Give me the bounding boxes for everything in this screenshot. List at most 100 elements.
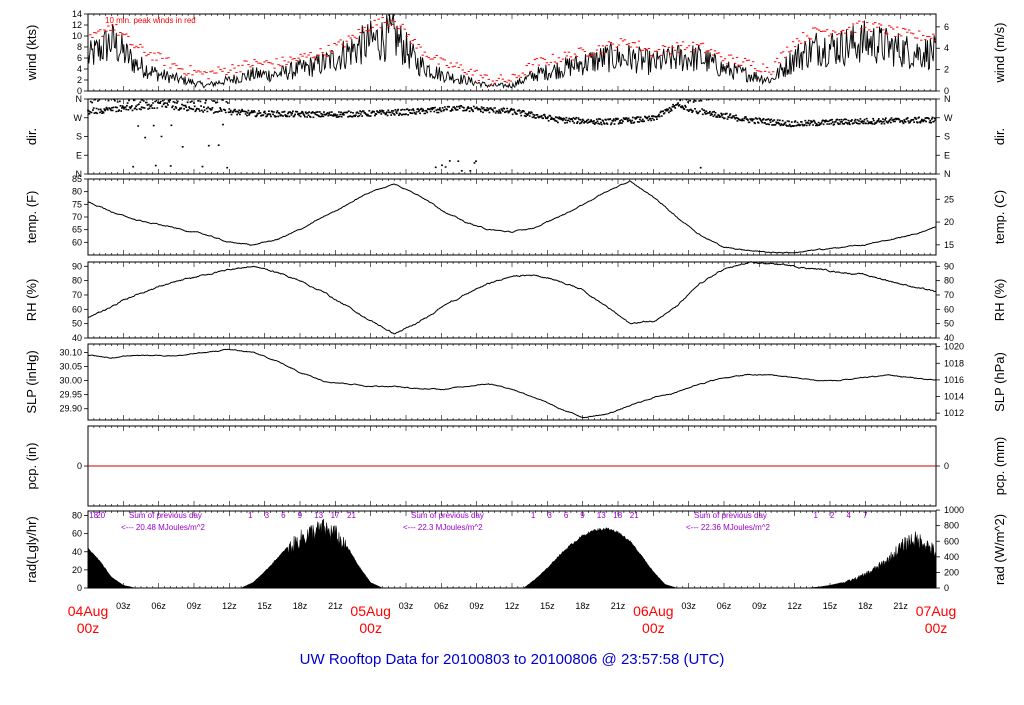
- rad-hour-mark: 3: [265, 511, 270, 520]
- date-time-label: 00z: [77, 620, 100, 636]
- y-tick-label: 0: [944, 461, 949, 471]
- y-tick-label: 50: [944, 319, 954, 329]
- rad-sum-label: Sum of previous day: [129, 511, 202, 520]
- date-label: 04Aug: [68, 603, 108, 619]
- y-tick-label: 30.05: [59, 362, 82, 372]
- time-tick-label: 15z: [823, 601, 838, 611]
- y-tick-label: 70: [72, 290, 82, 300]
- rad-sum-value: <--- 22.3 MJoules/m^2: [403, 523, 483, 532]
- rad-x-ticks: [87, 511, 937, 588]
- rad-hour-mark: 21: [630, 511, 639, 520]
- y-tick-label: 30.10: [59, 347, 82, 357]
- y-tick-label: 4: [77, 64, 82, 74]
- temp-ylabel-left: temp. (F): [24, 191, 39, 244]
- time-tick-label: 03z: [116, 601, 131, 611]
- time-tick-label: 03z: [399, 601, 414, 611]
- y-tick-label: W: [74, 113, 83, 123]
- wind-x-ticks: [87, 14, 937, 91]
- date-label: 06Aug: [633, 603, 673, 619]
- rad-hour-mark: 20: [96, 511, 105, 520]
- date-label: 05Aug: [350, 603, 390, 619]
- y-tick-label: 600: [944, 536, 959, 546]
- rad-area: [88, 518, 936, 588]
- time-tick-label: 21z: [893, 601, 908, 611]
- y-tick-label: N: [944, 169, 951, 179]
- y-tick-label: 800: [944, 521, 959, 531]
- y-tick-label: 25: [944, 194, 954, 204]
- time-tick-label: 12z: [222, 601, 237, 611]
- y-tick-label: 90: [944, 261, 954, 271]
- y-tick-label: 80: [72, 511, 82, 521]
- slp-y-ticks-left: 29.90 29.95 30.00 30.05 30.10: [59, 347, 88, 414]
- rad-hour-mark: 18: [89, 511, 98, 520]
- y-tick-label: 2: [944, 65, 949, 75]
- y-tick-label: 40: [72, 333, 82, 343]
- rad-frame: [87, 510, 937, 589]
- y-tick-label: 20: [72, 565, 82, 575]
- y-tick-label: 80: [72, 187, 82, 197]
- rad-y-ticks-left: 0 20 40 60 80: [72, 511, 88, 593]
- y-tick-label: 8: [77, 42, 82, 52]
- wind-peak-marks: [89, 17, 936, 86]
- y-tick-label: 29.90: [59, 404, 82, 414]
- rad-hour-mark: 2: [830, 511, 835, 520]
- rh-ylabel-left: RH (%): [24, 279, 39, 322]
- y-tick-label: 1012: [944, 408, 964, 418]
- time-tick-label: 21z: [611, 601, 626, 611]
- slp-line: [87, 348, 937, 419]
- y-tick-label: 12: [72, 20, 82, 30]
- rh-ylabel-right: RH (%): [992, 279, 1007, 322]
- wind-ylabel-left: wind (kts): [24, 25, 39, 82]
- dir-ylabel-right: dir.: [992, 128, 1007, 145]
- date-time-label: 00z: [925, 620, 948, 636]
- date-time-label: 00z: [642, 620, 665, 636]
- rad-hour-mark: 6: [281, 511, 286, 520]
- y-tick-label: 200: [944, 567, 959, 577]
- rh-frame: [87, 261, 937, 339]
- pcp-y-ticks-right: 0: [936, 461, 949, 471]
- time-tick-label: 06z: [717, 601, 732, 611]
- y-tick-label: 1014: [944, 392, 964, 402]
- temp-y-ticks-right: 15 20 25: [936, 194, 954, 250]
- y-tick-label: 60: [72, 529, 82, 539]
- date-label: 07Aug: [916, 603, 956, 619]
- time-tick-label: 12z: [787, 601, 802, 611]
- y-tick-label: E: [944, 150, 950, 160]
- chart-footer-title: UW Rooftop Data for 20100803 to 20100806…: [299, 651, 725, 668]
- rad-hour-mark: 1: [248, 511, 253, 520]
- dir-scatter: [87, 98, 937, 172]
- slp-ylabel-right: SLP (hPa): [992, 352, 1007, 412]
- wind-y-ticks-right: 0 2 4 6: [936, 22, 949, 96]
- dir-points: [87, 98, 937, 172]
- rad-hour-mark: 1: [531, 511, 536, 520]
- rad-sum-label: Sum of previous day: [694, 511, 767, 520]
- pcp-x-ticks: [87, 426, 937, 506]
- temp-ylabel-right: temp. (C): [992, 190, 1007, 244]
- y-tick-label: 2: [77, 75, 82, 85]
- y-tick-label: 1020: [944, 342, 964, 352]
- rad-hour-mark: 1: [814, 511, 819, 520]
- time-axis: 03z 06z 09z 12z 15z 18z 21z 03z 06z 09z 12z 15z 18z 2…: [68, 601, 956, 636]
- y-tick-label: 85: [72, 174, 82, 184]
- y-tick-label: N: [76, 94, 83, 104]
- rad-hour-mark: 6: [564, 511, 569, 520]
- y-tick-label: 50: [72, 319, 82, 329]
- y-tick-label: 80: [72, 276, 82, 286]
- slp-x-ticks: [87, 344, 937, 420]
- time-tick-label: 09z: [752, 601, 767, 611]
- y-tick-label: 14: [72, 9, 82, 19]
- y-tick-label: 400: [944, 552, 959, 562]
- slp-y-ticks-right: 1012 1014 1016 1018 1020: [936, 342, 964, 418]
- y-tick-label: N: [76, 169, 83, 179]
- time-tick-label: 06z: [151, 601, 166, 611]
- rad-y-ticks-right: 0 200 400 600 800 1000: [936, 505, 964, 593]
- date-time-label: 00z: [359, 620, 382, 636]
- y-tick-label: 1018: [944, 358, 964, 368]
- y-tick-label: 80: [944, 276, 954, 286]
- wind-ylabel-right: wind (m/s): [992, 23, 1007, 84]
- temp-line: [88, 180, 937, 254]
